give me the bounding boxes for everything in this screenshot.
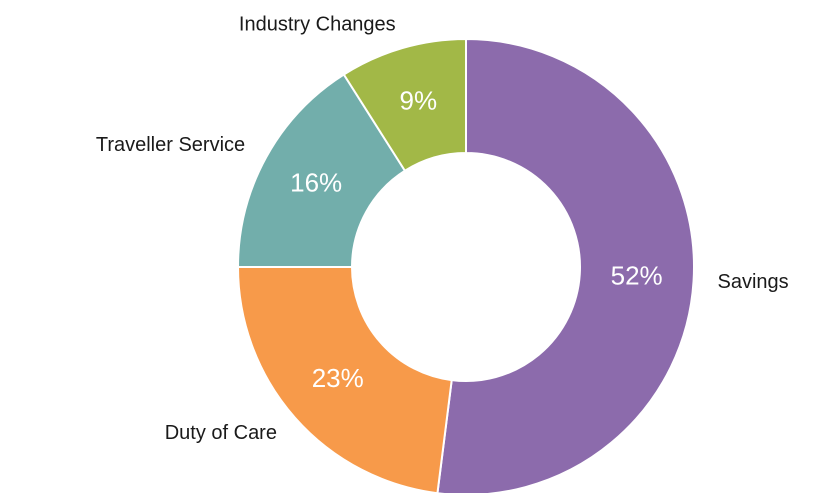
category-label: Industry Changes: [239, 13, 396, 35]
value-label: 23%: [312, 363, 364, 393]
category-label: Traveller Service: [96, 134, 245, 156]
donut-segment: [236, 73, 407, 268]
value-label: 16%: [290, 167, 342, 197]
donut-segment: [436, 37, 695, 493]
donut-segment: [342, 37, 467, 173]
donut-segment: [236, 266, 453, 493]
category-label: Savings: [718, 271, 789, 293]
category-label: Duty of Care: [165, 422, 277, 444]
value-label: 9%: [400, 86, 438, 116]
value-label: 52%: [611, 261, 663, 291]
